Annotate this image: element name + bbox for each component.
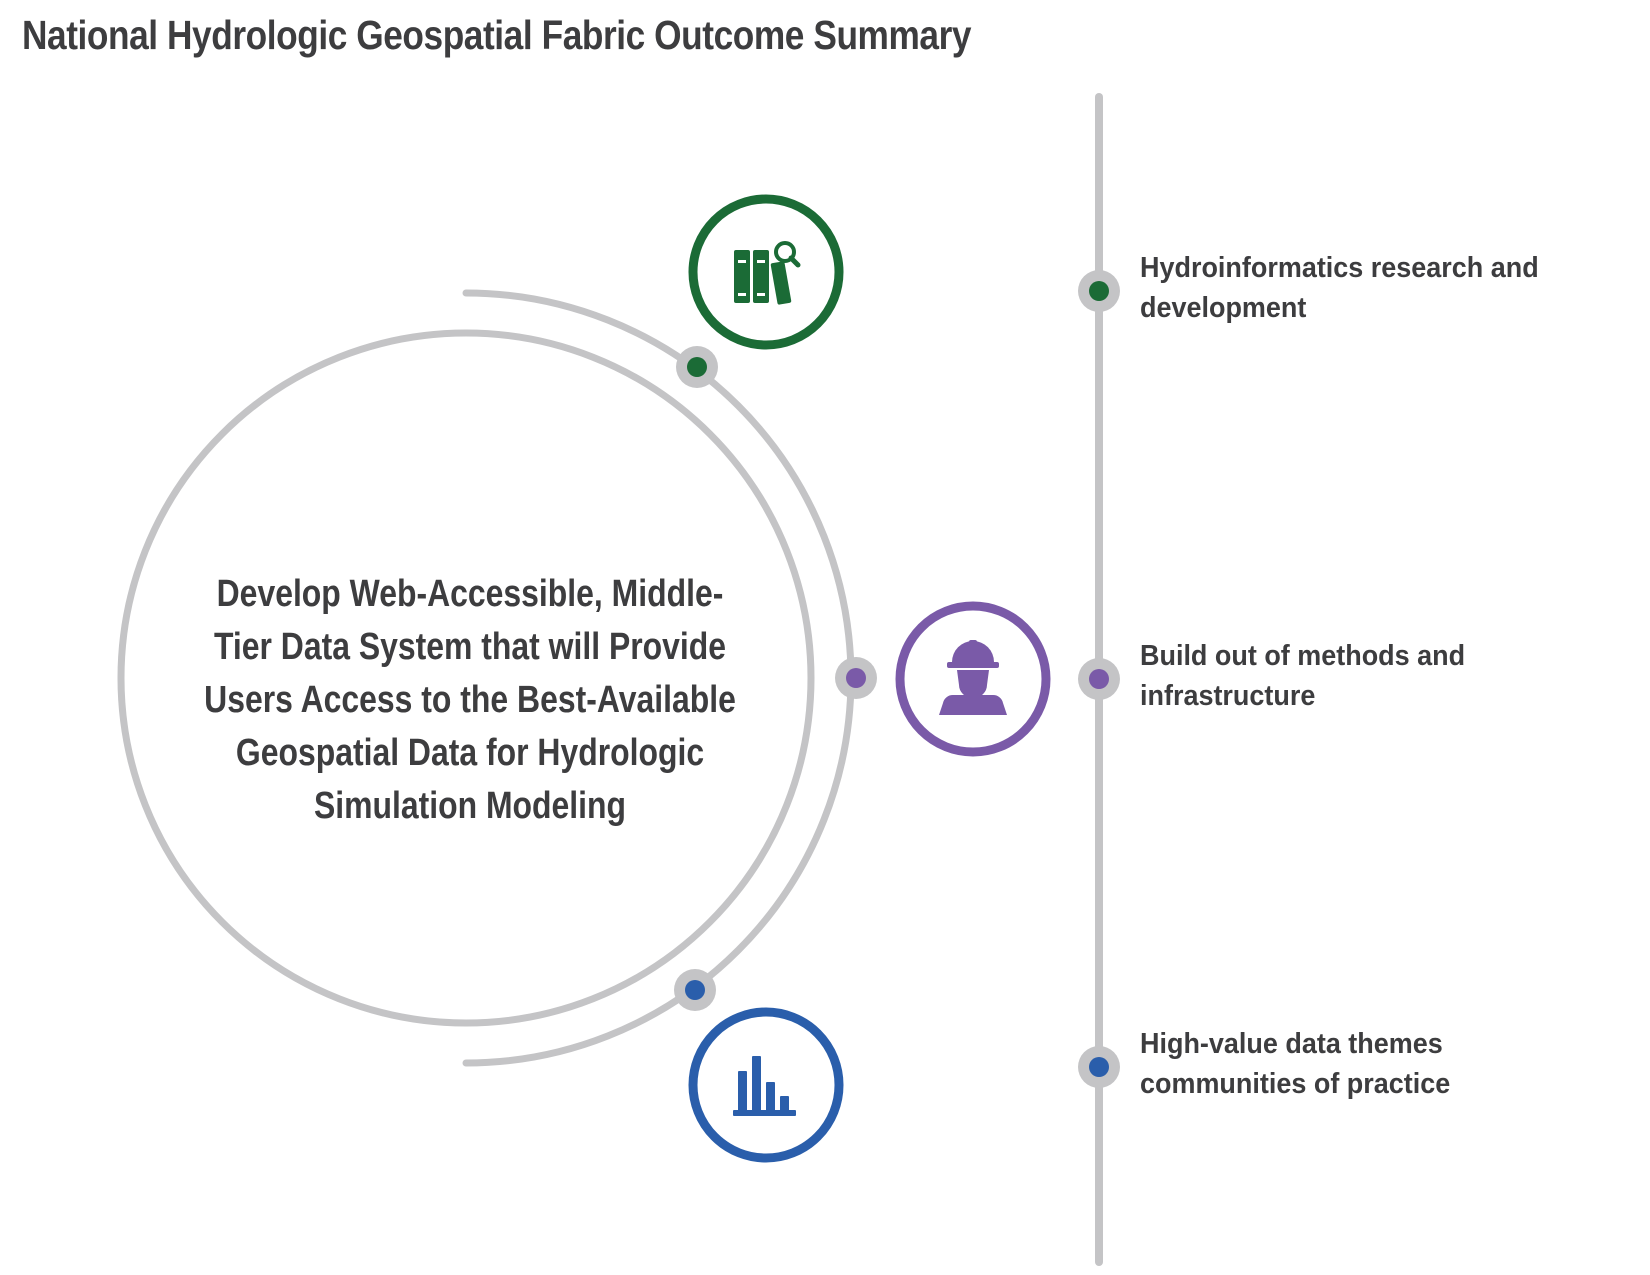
central-goal-text: Develop Web-Accessible, Middle-Tier Data… (204, 573, 736, 827)
bar-chart-icon (733, 1056, 796, 1116)
books-magnifier-icon (734, 241, 801, 305)
badge-infrastructure (895, 601, 1051, 757)
arc-node-3-dot (685, 980, 705, 1000)
outcome-label-data-themes: High-value data themes communities of pr… (1140, 1028, 1451, 1100)
outcome-label-infrastructure: Build out of methods and infrastructure (1140, 640, 1466, 712)
arc-node-2-dot (846, 668, 866, 688)
badge-data-themes (688, 1007, 844, 1163)
badge-research (688, 194, 844, 350)
arc-node-3 (674, 969, 716, 1011)
arc-node-1-dot (687, 357, 707, 377)
timeline-node-2 (1078, 658, 1120, 700)
arc-node-2 (835, 657, 877, 699)
central-circle (117, 329, 815, 1027)
worker-hardhat-icon (939, 640, 1007, 715)
timeline-node-3 (1078, 1046, 1120, 1088)
outcome-label-research: Hydroinformatics research and developmen… (1140, 252, 1539, 324)
page-title: National Hydrologic Geospatial Fabric Ou… (22, 12, 972, 58)
timeline-node-1 (1078, 270, 1120, 312)
arc-node-1 (676, 346, 718, 388)
